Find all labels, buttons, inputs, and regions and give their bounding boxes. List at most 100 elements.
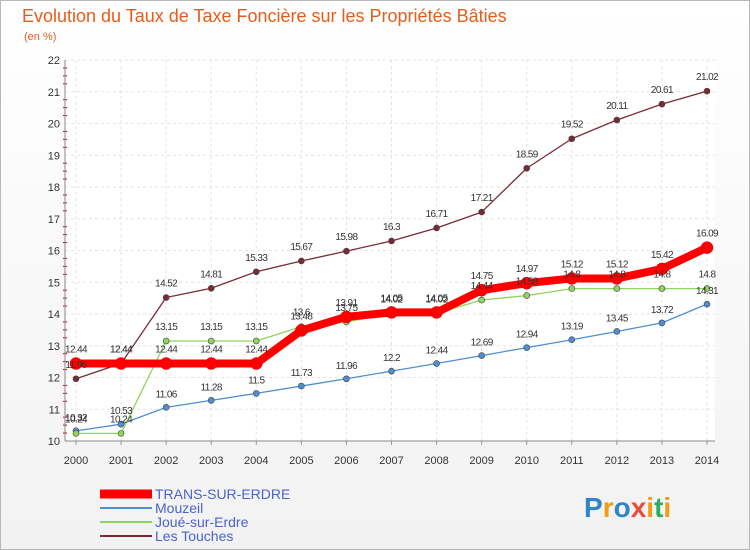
data-point: [610, 272, 624, 285]
data-point: [658, 285, 666, 292]
data-point: [340, 310, 353, 324]
data-label: 10.24: [65, 414, 88, 425]
data-label: 14.97: [516, 264, 539, 275]
data-label: 14.8: [698, 270, 716, 281]
data-label: 20.61: [651, 85, 674, 96]
data-label: 14.02: [426, 294, 449, 305]
data-point: [430, 306, 443, 319]
data-point: [343, 247, 350, 255]
data-label: 14.05: [380, 293, 403, 304]
data-point: [162, 337, 170, 345]
data-label: 12.69: [471, 338, 494, 349]
data-point: [568, 336, 576, 344]
data-label: 14.58: [516, 277, 539, 288]
data-point: [252, 390, 260, 397]
data-point: [523, 292, 531, 299]
data-point: [703, 300, 711, 308]
data-point: [207, 337, 215, 345]
data-label: 10.32: [65, 413, 88, 424]
data-label: 15.98: [335, 232, 358, 243]
data-point: [703, 87, 711, 95]
data-label: 14.05: [426, 293, 449, 304]
data-label: 14.02: [380, 294, 403, 305]
data-label: 14.8: [563, 270, 581, 281]
x-tick-label: 2010: [514, 455, 538, 467]
logo-letter: r: [603, 492, 614, 523]
data-point: [700, 241, 714, 254]
data-label: 10.53: [110, 406, 133, 417]
data-label: 13.45: [606, 313, 629, 324]
data-label: 12.44: [155, 345, 178, 356]
data-labels: 11.96 12.44 14.52 14.81 15.33 15.67 15.98 16.3 1…: [65, 72, 720, 425]
data-label: 18.59: [516, 149, 539, 160]
legend-label: Les Touches: [155, 528, 233, 544]
data-point: [162, 404, 170, 411]
data-label: 21.02: [696, 72, 719, 83]
data-point: [207, 397, 215, 404]
data-point: [523, 344, 531, 351]
data-point: [658, 319, 666, 327]
x-tick-label: 2011: [560, 455, 584, 467]
x-tick-label: 2006: [334, 455, 358, 467]
data-label: 14.31: [696, 286, 719, 297]
data-point: [388, 237, 395, 245]
logo-letter: i: [646, 492, 654, 523]
y-tick-label: 22: [48, 55, 60, 67]
data-label: 12.44: [426, 346, 449, 357]
logo-letter: x: [631, 492, 647, 523]
data-label: 11.06: [155, 389, 177, 400]
data-point: [613, 285, 621, 292]
grid: [65, 59, 715, 442]
data-label: 19.52: [561, 120, 584, 131]
y-tick-label: 12: [48, 373, 60, 385]
data-label: 11.73: [291, 368, 313, 379]
x-tick-label: 2014: [695, 455, 719, 467]
data-label: 12.44: [110, 345, 133, 356]
y-tick-label: 11: [49, 404, 60, 416]
x-tick-label: 2012: [605, 455, 629, 467]
chart-subtitle: (en %): [24, 31, 56, 43]
data-point: [207, 284, 215, 292]
data-point: [433, 224, 440, 232]
data-label: 11.5: [248, 375, 265, 386]
data-label: 13.19: [561, 322, 584, 333]
x-tick-label: 2009: [469, 455, 493, 467]
x-tick-label: 2008: [424, 455, 448, 467]
data-label: 16.71: [426, 209, 449, 220]
data-label: 14.8: [608, 270, 626, 281]
data-point: [655, 262, 669, 276]
data-point: [478, 352, 485, 359]
data-label: 16.3: [383, 222, 401, 233]
y-tick-label: 16: [48, 246, 60, 258]
logo-letter: o: [614, 492, 631, 523]
data-label: 13.15: [200, 322, 223, 333]
y-tick-label: 17: [48, 214, 60, 226]
data-label: 16.09: [696, 229, 719, 240]
data-label: 12.44: [245, 345, 268, 356]
x-tick-label: 2004: [244, 455, 268, 467]
data-label: 14.75: [471, 271, 494, 282]
logo-letter: t: [654, 492, 663, 523]
data-point: [388, 367, 395, 375]
data-label: 15.67: [290, 242, 313, 253]
data-label: 12.44: [200, 345, 223, 356]
data-point: [114, 357, 128, 370]
data-label: 14.44: [471, 281, 494, 292]
x-tick-label: 2003: [199, 455, 223, 467]
x-tick-label: 2002: [154, 455, 178, 467]
data-label: 13.15: [245, 322, 268, 333]
y-tick-label: 19: [48, 150, 60, 162]
data-label: 17.21: [471, 193, 494, 204]
data-point: [475, 283, 488, 297]
data-point: [568, 135, 576, 143]
data-point: [117, 420, 125, 428]
legend: TRANS-SUR-ERDREMouzeilJoué-sur-ErdreLes …: [100, 486, 290, 544]
data-point: [703, 285, 711, 292]
data-point: [250, 357, 263, 370]
data-point: [613, 116, 621, 124]
data-point: [72, 375, 80, 383]
data-point: [204, 357, 218, 370]
data-point: [252, 268, 260, 276]
data-label: 20.11: [606, 101, 628, 112]
